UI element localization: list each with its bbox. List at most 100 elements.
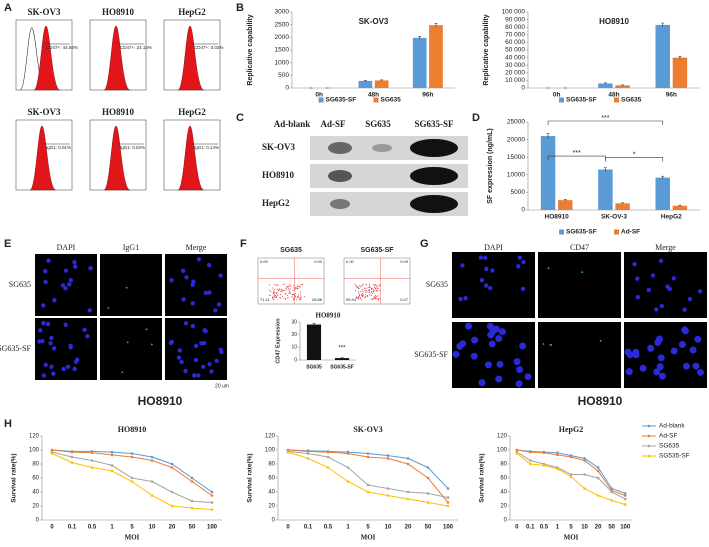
event xyxy=(285,297,287,299)
event xyxy=(377,290,379,292)
point xyxy=(110,450,114,454)
quadrant-value: 28.86 xyxy=(312,297,323,302)
event xyxy=(294,295,296,297)
nucleus xyxy=(495,375,503,383)
legend-label: SG635-SF xyxy=(566,97,597,104)
event xyxy=(355,290,357,292)
y-tick-label: 80 xyxy=(32,462,39,468)
flow-title: HO8910 xyxy=(102,7,135,17)
event xyxy=(369,294,371,296)
point xyxy=(529,459,532,462)
point xyxy=(130,480,134,483)
event xyxy=(379,289,381,291)
point xyxy=(446,501,450,504)
event xyxy=(377,299,379,301)
nucleus xyxy=(490,268,495,273)
event xyxy=(289,288,291,290)
legend-label: SG535-SF xyxy=(659,453,690,460)
nucleus xyxy=(49,335,54,341)
point xyxy=(366,455,370,459)
y-tick-label: 80 000 xyxy=(505,24,525,31)
x-tick-label: HO8910 xyxy=(545,214,570,221)
point xyxy=(610,490,613,494)
nucleus xyxy=(190,301,195,306)
point xyxy=(326,466,330,469)
x-tick-label: SG635-SF xyxy=(330,364,354,370)
legend-label: Ad-blank xyxy=(659,423,685,430)
nucleus xyxy=(67,282,72,287)
event xyxy=(274,283,276,285)
x-tick-label: 0.1 xyxy=(304,525,313,531)
nucleus xyxy=(478,255,483,260)
nucleus xyxy=(489,327,497,335)
point xyxy=(110,453,114,457)
nucleus xyxy=(72,366,77,372)
event xyxy=(373,290,375,292)
caption: HO8910 xyxy=(138,394,183,408)
nucleus xyxy=(193,343,199,349)
event xyxy=(293,298,295,300)
event xyxy=(359,298,361,300)
nucleus xyxy=(40,339,45,344)
x-tick-label: 0 xyxy=(515,525,519,531)
stain-label: Merge xyxy=(655,243,676,252)
y-tick-label: 80 xyxy=(268,462,275,468)
gate-label: IgG1: 0.02% xyxy=(120,145,145,150)
x-tick-label: 5 xyxy=(366,525,370,531)
y-tick-label: 30 xyxy=(291,319,297,325)
y-tick-label: 20 xyxy=(500,504,507,510)
nucleus xyxy=(60,283,66,288)
point xyxy=(529,462,532,466)
event xyxy=(273,296,275,298)
x-tick-label: 50 xyxy=(189,525,196,531)
point xyxy=(286,450,290,454)
x-tick-label: 20 xyxy=(595,525,602,531)
x-tick-label: 100 xyxy=(207,525,218,531)
event xyxy=(279,288,281,290)
nucleus xyxy=(181,297,186,302)
event xyxy=(295,299,297,301)
band xyxy=(410,195,458,213)
bar xyxy=(374,80,389,88)
x-tick-label: 0 xyxy=(50,525,54,531)
point xyxy=(426,501,430,504)
nucleus xyxy=(190,323,195,329)
event xyxy=(361,299,363,301)
point xyxy=(386,457,390,460)
event xyxy=(268,284,270,286)
event xyxy=(364,296,366,298)
point xyxy=(306,457,310,460)
point xyxy=(406,490,410,494)
nucleus xyxy=(169,278,174,283)
micro-tile xyxy=(538,322,621,388)
nucleus xyxy=(203,328,208,334)
y-tick-label: 90 000 xyxy=(505,16,525,23)
panel-label: H xyxy=(4,418,12,430)
y-axis-label: Survival rate(%) xyxy=(479,453,486,502)
x-axis-label: MOI xyxy=(361,534,376,542)
panel-label: A xyxy=(4,2,12,14)
point xyxy=(610,499,613,502)
nucleus xyxy=(192,373,197,378)
quadrant-value: 0.47 xyxy=(400,297,409,302)
event xyxy=(356,286,358,288)
event xyxy=(288,285,290,287)
band xyxy=(410,167,458,185)
point xyxy=(426,476,430,480)
y-axis-label: SF expression (ng/mL) xyxy=(487,128,494,203)
event xyxy=(299,285,301,287)
point xyxy=(170,504,174,508)
nucleus xyxy=(214,358,219,364)
x-tick-label: SK-OV-3 xyxy=(601,214,627,221)
blot-row: HO8910 xyxy=(262,170,295,180)
event xyxy=(287,295,289,297)
event xyxy=(357,286,359,288)
nucleus xyxy=(486,322,494,330)
y-tick-label: 2000 xyxy=(275,34,290,41)
event xyxy=(300,293,302,295)
x-tick-label: HepG2 xyxy=(661,214,682,221)
y-tick-label: 1000 xyxy=(275,59,290,66)
event xyxy=(275,284,277,286)
y-tick-label: 40 000 xyxy=(505,54,525,61)
quadrant-value: 71.11 xyxy=(260,297,270,302)
